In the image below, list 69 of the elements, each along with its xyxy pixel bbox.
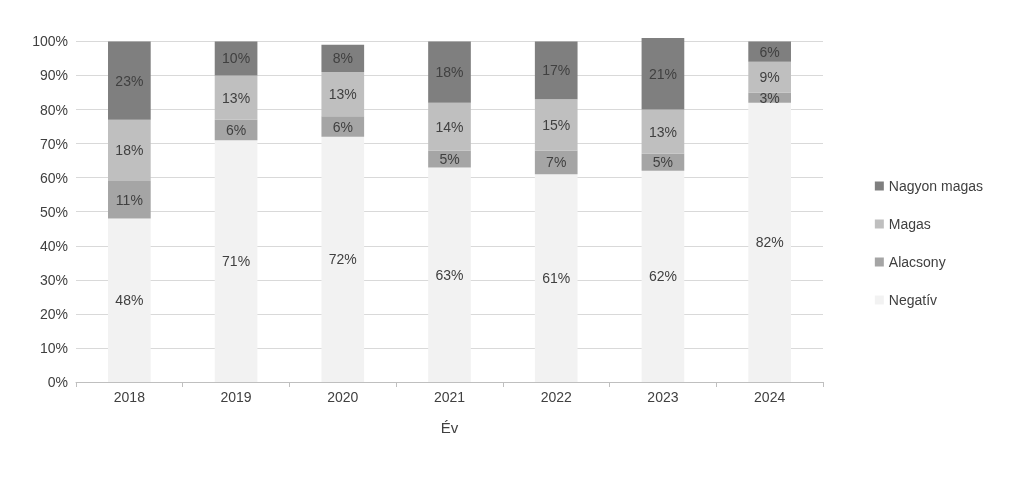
bar [534, 174, 578, 382]
data-label: 18% [115, 142, 144, 159]
y-tick-label: 0% [47, 374, 68, 390]
data-label: 6% [759, 43, 780, 60]
data-label: 10% [222, 50, 251, 67]
y-tick-label: 30% [39, 271, 68, 288]
bar [534, 99, 578, 151]
bar [108, 119, 151, 182]
y-tick-label: 40% [39, 237, 68, 254]
x-tick-label: 2023 [647, 389, 679, 405]
bar [534, 150, 578, 175]
data-label: 62% [648, 268, 677, 285]
legend-label: Nagyon magas [888, 178, 984, 194]
bar [108, 218, 151, 382]
data-label: 21% [648, 65, 677, 82]
bar [321, 72, 365, 117]
legend-label: Negatív [888, 292, 938, 308]
y-tick-label: 70% [39, 135, 68, 152]
bar [108, 181, 151, 219]
data-label: 8% [332, 50, 353, 67]
y-tick-label: 100% [32, 33, 68, 50]
bar [641, 38, 685, 110]
bar [534, 41, 578, 100]
x-tick-label: 2024 [754, 389, 786, 405]
data-label: 7% [546, 154, 567, 171]
data-label: 23% [115, 72, 144, 89]
y-tick-label: 50% [39, 203, 68, 220]
bar [428, 102, 471, 151]
y-tick-label: 80% [39, 101, 68, 118]
y-tick-label: 20% [39, 305, 68, 322]
bar [428, 41, 471, 103]
data-label: 13% [328, 86, 357, 103]
data-label: 11% [115, 191, 143, 208]
x-axis-title: Év [440, 419, 459, 436]
y-tick-label: 60% [39, 169, 68, 186]
bar [108, 41, 151, 120]
data-label: 14% [435, 118, 464, 135]
data-label: 48% [115, 292, 144, 309]
data-label: 72% [328, 251, 357, 268]
data-label: 17% [542, 62, 571, 79]
data-label: 15% [542, 116, 571, 133]
y-tick-label: 90% [39, 67, 68, 84]
data-label: 18% [435, 64, 464, 81]
data-label: 13% [222, 89, 251, 106]
bar [428, 167, 471, 382]
data-label: 5% [439, 150, 460, 167]
x-tick-label: 2019 [220, 389, 252, 405]
data-label: 61% [542, 270, 571, 287]
data-label: 13% [648, 123, 677, 140]
bar [748, 102, 791, 382]
bar [214, 75, 258, 120]
bar [641, 170, 685, 382]
data-label: 6% [332, 118, 353, 135]
y-tick-label: 10% [39, 339, 68, 356]
data-label: 71% [222, 253, 251, 270]
data-label: 6% [225, 121, 247, 138]
x-tick-label: 2018 [113, 389, 146, 405]
bar [214, 140, 258, 382]
x-tick-label: 2021 [433, 389, 466, 405]
data-label: 9% [759, 69, 780, 86]
data-label: 82% [755, 234, 784, 251]
x-tick-label: 2022 [540, 389, 572, 405]
bar [321, 136, 365, 382]
legend-label: Magas [888, 216, 931, 232]
data-label: 63% [435, 266, 464, 283]
x-tick-label: 2020 [327, 389, 359, 405]
data-label: 5% [652, 154, 674, 171]
data-label: 3% [759, 89, 780, 106]
legend-label: Alacsony [888, 254, 946, 270]
